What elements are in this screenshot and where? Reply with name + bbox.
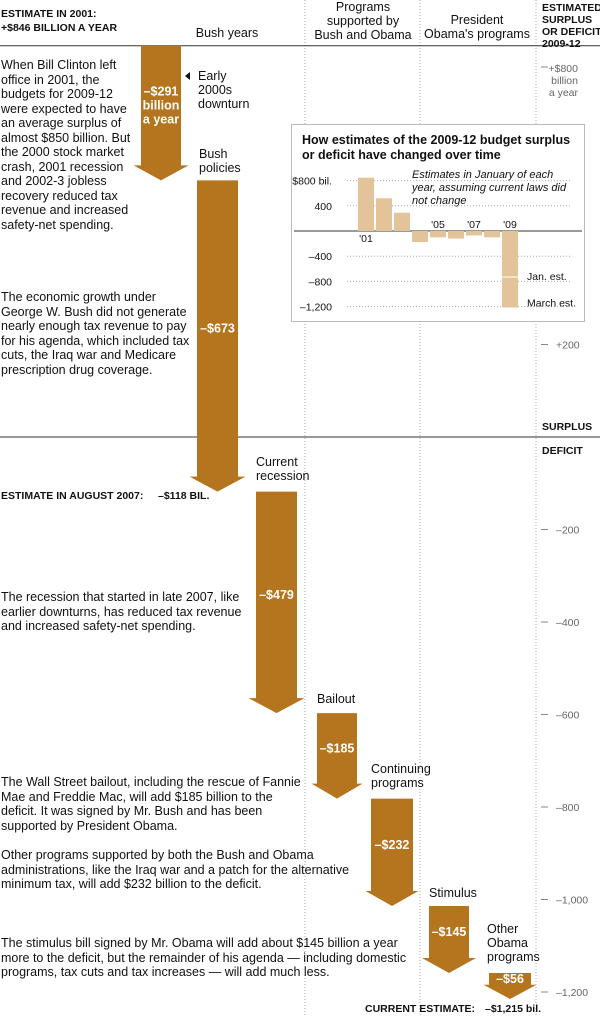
step-name-label: Continuing programs [371,762,431,790]
inset-tick-label: –800 [309,276,333,288]
waterfall-arrow [365,798,419,906]
start-estimate-label: ESTIMATE IN 2001: [1,8,97,20]
axis-tick-label: –200 [556,525,580,537]
surplus-label: SURPLUS [542,421,592,433]
inset-chart-note: Estimates in January of each year, assum… [412,169,567,207]
paragraph-bush-policies: The economic growth under George W. Bush… [1,290,190,377]
arrow-value-label: –$291 billion a year [143,85,180,127]
arrow-value-label: –$232 [375,838,410,852]
inset-tick-label: 400 [314,201,332,213]
waterfall-arrow [311,713,363,799]
pointer-icon [185,72,190,80]
inset-year-label: '05 [431,219,445,231]
inset-tick-label: –400 [309,251,333,263]
inset-bar [430,231,446,238]
inset-jan-label: Jan. est. [527,271,567,283]
axis-tick-label: +$800 billion a year [549,63,579,99]
inset-year-label: '09 [503,219,517,231]
inset-bar [394,212,410,231]
inset-bar [412,231,428,243]
inset-bar [466,231,482,236]
axis-tick-label: –600 [556,710,580,722]
end-estimate-label: CURRENT ESTIMATE: [365,1003,475,1015]
start-estimate-value: +$846 BILLION A YEAR [1,22,117,34]
column-header: Bush years [196,26,259,40]
deficit-label: DEFICIT [542,445,583,457]
step-name-label: Stimulus [429,886,477,900]
axis-tick-label: –1,200 [556,987,588,999]
inset-bar [484,231,500,238]
axis-tick-label: –1,000 [556,895,588,907]
mid-estimate-label: ESTIMATE IN AUGUST 2007: [1,490,143,502]
column-header: Programs supported by Bush and Obama [314,0,411,42]
step-name-label: Bailout [317,692,356,706]
inset-bar-chart: +$800 bil. 400 –400 –800 –1,200 Jan. est. Marc… [292,176,582,314]
paragraph-early-downturn: When Bill Clinton left office in 2001, t… [1,58,131,232]
waterfall-arrow [189,180,246,492]
paragraph-current-recession: The recession that started in late 2007,… [1,590,242,633]
waterfall-arrow [483,973,537,999]
step-name-label: Bush policies [199,147,241,175]
inset-tick-label: –1,200 [300,302,332,314]
arrow-value-label: –$673 [200,321,235,335]
paragraph-stimulus: The stimulus bill signed by Mr. Obama wi… [1,936,407,979]
axis-tick-label: –800 [556,802,580,814]
inset-chart-panel: How estimates of the 2009-12 budget surp… [291,124,585,322]
arrow-value-label: –$56 [496,972,524,986]
paragraph-bailout: The Wall Street bailout, including the r… [1,775,301,833]
arrow-value-label: –$185 [320,741,355,755]
step-name-label: Early 2000s downturn [198,69,249,111]
waterfall-arrow [248,491,305,714]
end-estimate-value: –$1,215 bil. [485,1003,541,1015]
mid-estimate-value: –$118 BIL. [158,490,209,502]
axis-tick-label: –400 [556,617,580,629]
inset-march-label: March est. [527,298,576,310]
paragraph-continuing-programs: Other programs supported by both the Bus… [1,848,350,891]
inset-bar [358,177,374,231]
inset-bar [448,231,464,239]
column-header: President Obama's programs [424,13,530,41]
waterfall-arrow [422,905,476,974]
inset-tick-label: +$800 bil. [292,176,332,188]
waterfall-arrow [133,45,189,181]
inset-bar [376,198,392,231]
arrow-value-label: –$479 [259,588,294,602]
inset-year-label: '07 [467,219,481,231]
inset-march-extension [502,276,518,308]
right-axis-header: ESTIMATED SURPLUS OR DEFICIT, 2009-12 [542,2,600,50]
arrow-value-label: –$145 [432,925,467,939]
inset-year-label: '01 [359,233,373,245]
inset-chart-title: How estimates of the 2009-12 budget surp… [302,133,571,162]
axis-tick-label: +200 [556,340,580,352]
step-name-label: Other Obama programs [487,922,540,964]
inset-bar [502,231,518,277]
step-name-label: Current recession [256,455,310,483]
